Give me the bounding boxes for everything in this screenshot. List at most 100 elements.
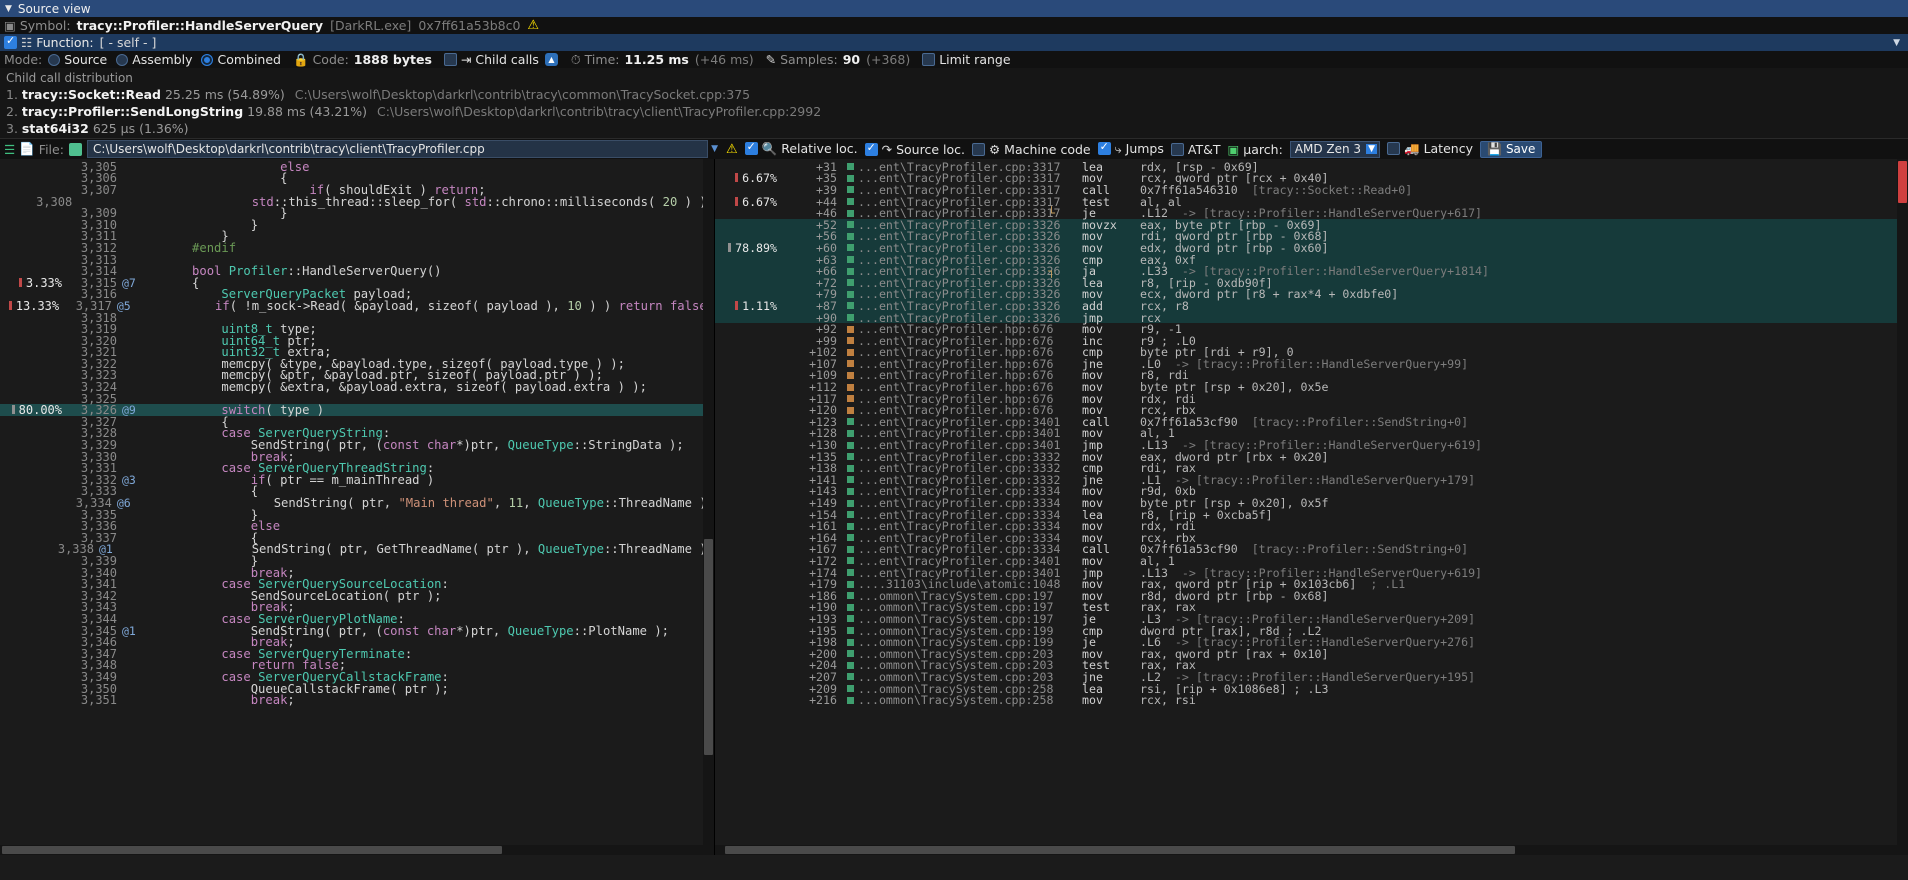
asm-file-loc[interactable]: ...ent\TracyProfiler.cpp:3326 (858, 298, 1061, 313)
source-line[interactable]: 3,319 uint8_t type; (0, 322, 714, 336)
source-line[interactable]: 3,351 break; (0, 693, 714, 707)
source-line[interactable]: 3,341 case ServerQuerySourceLocation: (0, 577, 714, 591)
source-line[interactable]: 3,334 @6 SendString( ptr, "Main thread", … (0, 496, 714, 510)
latency-checkbox[interactable] (1386, 142, 1400, 155)
source-line[interactable]: 3,333 { (0, 484, 714, 498)
relative-loc-option[interactable]: 🔍Relative loc. (744, 140, 858, 157)
source-vscroll-thumb[interactable] (704, 539, 713, 755)
asm-file-loc[interactable]: ...ent\TracyProfiler.cpp:3334 (858, 484, 1061, 499)
source-line[interactable]: 3,335 } (0, 508, 714, 522)
source-line[interactable]: 3,344 case ServerQueryPlotName: (0, 612, 714, 626)
ccd-item[interactable]: 2. tracy::Profiler::SendLongString 19.88… (0, 103, 1908, 120)
asm-file-loc[interactable]: ...ent\TracyProfiler.cpp:3401 (858, 553, 1061, 568)
asm-line[interactable]: +149 ...ent\TracyProfiler.cpp:3334 mov byte… (715, 496, 1908, 510)
asm-file-loc[interactable]: ...ent\TracyProfiler.hpp:676 (858, 322, 1054, 337)
asm-line[interactable]: +154 ...ent\TracyProfiler.cpp:3334 lea r8, … (715, 508, 1908, 522)
asm-line[interactable]: 6.67% +35 ...ent\TracyProfiler.cpp:3317 mov… (715, 171, 1908, 185)
mode-option-combined[interactable]: Combined (217, 52, 281, 67)
source-line[interactable]: 3,342 SendSourceLocation( ptr ); (0, 589, 714, 603)
asm-line[interactable]: +63 ...ent\TracyProfiler.cpp:3326 cmp eax, … (715, 253, 1908, 267)
source-line[interactable]: 3,343 break; (0, 600, 714, 614)
asm-line[interactable]: +143 ...ent\TracyProfiler.cpp:3334 mov r9d,… (715, 484, 1908, 499)
asm-file-loc[interactable]: ....31103\include\atomic:1048 (858, 577, 1061, 592)
asm-line[interactable]: 1.11% +87 ...ent\TracyProfiler.cpp:3326 add… (715, 298, 1908, 313)
child-calls-label[interactable]: Child calls (475, 52, 539, 67)
asm-line[interactable]: +117 ...ent\TracyProfiler.hpp:676 mov rdx, … (715, 391, 1908, 406)
att-checkbox[interactable] (1170, 142, 1184, 156)
source-line[interactable]: 3,328 case ServerQueryString: (0, 426, 714, 440)
function-value[interactable]: [ - self - ] (99, 35, 157, 50)
asm-line[interactable]: +31 ...ent\TracyProfiler.cpp:3317 lea rdx, … (715, 159, 1908, 174)
asm-line[interactable]: +141 ...ent\TracyProfiler.cpp:3332 jne .L1 … (715, 473, 1908, 487)
source-line[interactable]: 80.00% 3,326 @9 switch( type ) (0, 403, 714, 417)
asm-line[interactable]: +138 ...ent\TracyProfiler.cpp:3332 cmp rdi,… (715, 461, 1908, 475)
source-line[interactable]: 3,345 @1 SendString( ptr, (const char*)pt… (0, 624, 714, 638)
document-icon[interactable]: 📄 (19, 141, 35, 156)
source-line[interactable]: 3,313 (0, 253, 714, 267)
asm-line[interactable]: +109 ...ent\TracyProfiler.hpp:676 mov r8, r… (715, 368, 1908, 382)
source-line[interactable]: 3,339 } (0, 554, 714, 568)
asm-line[interactable]: +90 ...ent\TracyProfiler.cpp:3326 jmp rcx (715, 310, 1908, 325)
asm-file-loc[interactable]: ...ommon\TracySystem.cpp:199 (858, 635, 1054, 650)
source-line[interactable]: 3,321 uint32_t extra; (0, 345, 714, 359)
asm-line[interactable]: +186 ...ommon\TracySystem.cpp:197 mov r8d, … (715, 589, 1908, 603)
asm-file-loc[interactable]: ...ent\TracyProfiler.cpp:3317 (858, 182, 1061, 197)
warning-icon[interactable]: ⚠ (527, 18, 540, 33)
source-line[interactable]: 3,331 case ServerQueryThreadString: (0, 461, 714, 475)
asm-file-loc[interactable]: ...ent\TracyProfiler.cpp:3326 (858, 275, 1061, 290)
asm-file-loc[interactable]: ...ent\TracyProfiler.hpp:676 (858, 345, 1054, 360)
source-line[interactable]: 3,322 memcpy( &type, &payload.type, size… (0, 357, 714, 371)
asm-file-loc[interactable]: ...ommon\TracySystem.cpp:203 (858, 669, 1054, 684)
source-line[interactable]: 3,324 memcpy( &extra, &payload.extra, si… (0, 380, 714, 394)
asm-file-loc[interactable]: ...ent\TracyProfiler.hpp:676 (858, 391, 1054, 406)
source-line[interactable]: 3,346 break; (0, 635, 714, 649)
jumps-checkbox[interactable] (1097, 140, 1111, 155)
source-hscroll-thumb[interactable] (2, 846, 502, 854)
asm-line[interactable]: +167 ...ent\TracyProfiler.cpp:3334 call 0x7… (715, 542, 1908, 557)
asm-line[interactable]: +79 ...ent\TracyProfiler.cpp:3326 mov ecx, … (715, 287, 1908, 301)
asm-file-loc[interactable]: ...ent\TracyProfiler.cpp:3332 (858, 449, 1061, 464)
asm-line[interactable]: +193 ...ommon\TracySystem.cpp:197 je .L3 ->… (715, 612, 1908, 626)
source-line[interactable]: 3,336 else (0, 519, 714, 533)
mode-option-assembly[interactable]: Assembly (132, 52, 193, 67)
chevron-down-icon[interactable]: ▼ (711, 144, 718, 154)
source-line[interactable]: 3,349 case ServerQueryCallstackFrame: (0, 670, 714, 684)
asm-file-loc[interactable]: ...ent\TracyProfiler.cpp:3317 (858, 206, 1061, 221)
asm-hscrollbar[interactable] (715, 845, 1898, 855)
symbol-name[interactable]: tracy::Profiler::HandleServerQuery (76, 18, 324, 33)
assembly-pane[interactable]: +31 ...ent\TracyProfiler.cpp:3317 lea rdx, … (715, 159, 1908, 855)
source-line[interactable]: 3,311 } (0, 229, 714, 243)
asm-file-loc[interactable]: ...ent\TracyProfiler.hpp:676 (858, 333, 1054, 348)
asm-line[interactable]: +209 ...ommon\TracySystem.cpp:258 lea rsi, … (715, 681, 1908, 696)
warning-icon[interactable]: ⚠ (726, 141, 738, 157)
save-button[interactable]: 💾 Save (1479, 140, 1543, 158)
asm-line[interactable]: +46 ...ent\TracyProfiler.cpp:3317 └ je .L12 … (715, 206, 1908, 221)
asm-file-loc[interactable]: ...ent\TracyProfiler.cpp:3334 (858, 519, 1061, 534)
asm-file-loc[interactable]: ...ent\TracyProfiler.cpp:3401 (858, 438, 1061, 453)
asm-line[interactable]: +99 ...ent\TracyProfiler.hpp:676 inc r9 ; .… (715, 333, 1908, 348)
layers-icon[interactable]: ☰ (4, 141, 16, 157)
asm-line[interactable]: +174 ...ent\TracyProfiler.cpp:3401 jmp .L13… (715, 565, 1908, 580)
asm-line[interactable]: +207 ...ommon\TracySystem.cpp:203 jne .L2 -… (715, 669, 1908, 684)
asm-line[interactable]: +112 ...ent\TracyProfiler.hpp:676 mov byte … (715, 380, 1908, 394)
asm-line[interactable]: +39 ...ent\TracyProfiler.cpp:3317 call 0x7f… (715, 182, 1908, 197)
source-line[interactable]: 3,309 } (0, 206, 714, 220)
source-line[interactable]: 3.33% 3,315 @7 { (0, 276, 714, 290)
source-line[interactable]: 3,332 @3 if( ptr == m_mainThread ) (0, 473, 714, 487)
asm-file-loc[interactable]: ...ent\TracyProfiler.cpp:3334 (858, 542, 1061, 557)
asm-line[interactable]: +161 ...ent\TracyProfiler.cpp:3334 mov rdx,… (715, 519, 1908, 534)
source-line[interactable]: 3,306 { (0, 171, 714, 185)
mode-radio-source[interactable] (48, 53, 61, 66)
asm-file-loc[interactable]: ...ommon\TracySystem.cpp:258 (858, 693, 1054, 708)
source-line[interactable]: 3,316 ServerQueryPacket payload; (0, 287, 714, 301)
asm-file-loc[interactable]: ...ent\TracyProfiler.cpp:3401 (858, 565, 1061, 580)
chevron-down-icon[interactable]: ▼ (1893, 37, 1900, 48)
asm-line[interactable]: +179 ....31103\include\atomic:1048 mov rax,… (715, 577, 1908, 592)
asm-file-loc[interactable]: ...ent\TracyProfiler.cpp:3317 (858, 159, 1061, 174)
asm-file-loc[interactable]: ...ent\TracyProfiler.cpp:3317 (858, 194, 1061, 209)
source-line[interactable]: 3,308 std::this_thread::sleep_for( std::… (0, 195, 714, 209)
asm-file-loc[interactable]: ...ent\TracyProfiler.cpp:3326 (858, 310, 1061, 325)
asm-file-loc[interactable]: ...ommon\TracySystem.cpp:258 (858, 681, 1054, 696)
child-calls-checkbox[interactable] (443, 53, 457, 66)
asm-file-loc[interactable]: ...ent\TracyProfiler.cpp:3401 (858, 414, 1061, 429)
